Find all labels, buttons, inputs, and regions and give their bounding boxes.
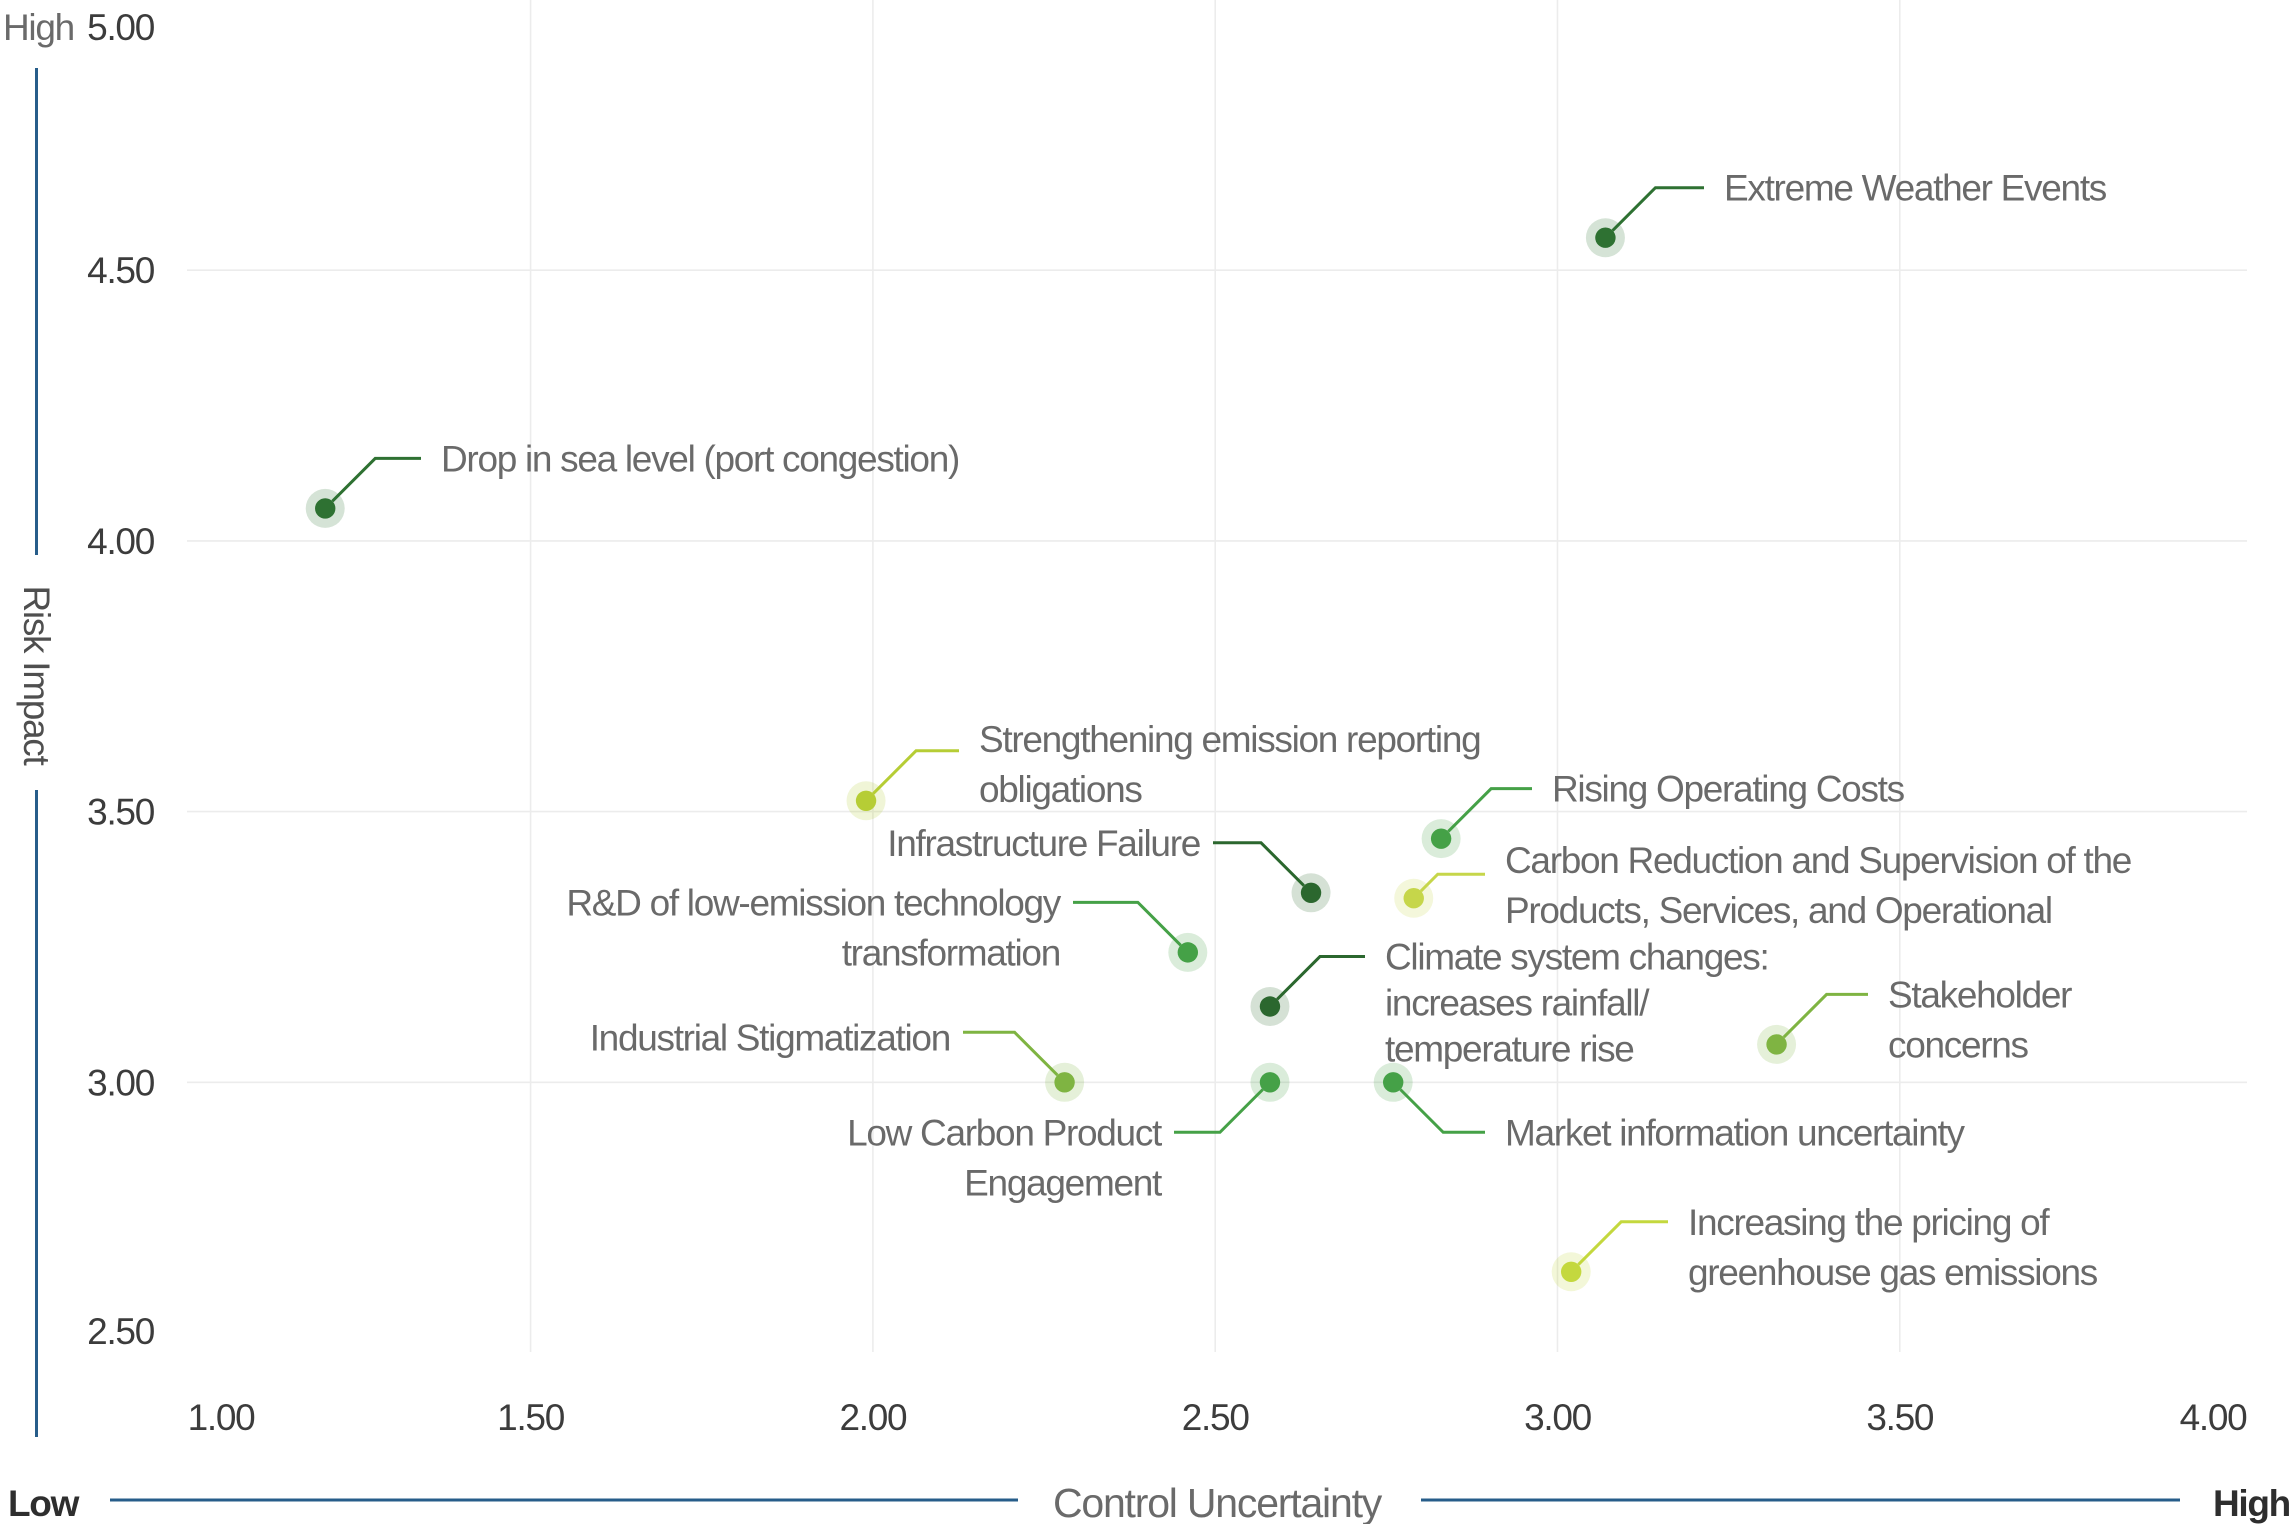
point-label-line: Market information uncertainty xyxy=(1505,1112,1965,1153)
axes: High Risk Impact Low Control Uncertainty… xyxy=(3,7,2290,1524)
x-tick-label: 2.50 xyxy=(1182,1397,1250,1438)
scatter-point[interactable] xyxy=(1595,227,1616,248)
leader-line xyxy=(1611,186,1704,232)
y-tick-label: 4.00 xyxy=(87,521,155,562)
data-point-group: Strengthening emission reporting obligati… xyxy=(846,719,1482,821)
y-tick-label: 3.00 xyxy=(87,1062,155,1103)
data-point-group: Climate system changes: increases rainfal… xyxy=(1250,937,1770,1070)
x-axis-low-label: Low xyxy=(8,1483,80,1524)
data-point-group: Extreme Weather Events xyxy=(1585,168,2108,258)
tick-labels: 1.00 1.50 2.00 2.50 3.00 3.50 4.00 2.50 3.00 3.50… xyxy=(87,7,2248,1438)
x-tick-label: 3.00 xyxy=(1524,1397,1592,1438)
y-axis-title: Risk Impact xyxy=(16,586,57,767)
data-point-group: Industrial Stigmatization xyxy=(590,1017,1085,1102)
leader-line xyxy=(331,456,421,503)
scatter-point[interactable] xyxy=(1382,1072,1404,1093)
point-label-line: Rising Operating Costs xyxy=(1552,769,1905,810)
data-points: Extreme Weather Events Drop in sea level … xyxy=(305,168,2132,1293)
leader-line xyxy=(1399,1088,1485,1134)
data-point-group: Infrastructure Failure xyxy=(887,823,1331,913)
point-label-line: Strengthening emission reporting xyxy=(979,719,1480,760)
leader-line xyxy=(1174,1088,1264,1134)
scatter-point[interactable] xyxy=(315,498,336,519)
data-point-group: R&D of low-emission technology transforma… xyxy=(566,882,1208,973)
leader-line xyxy=(1577,1220,1668,1266)
point-label-line: increases rainfall/ xyxy=(1385,983,1650,1024)
x-tick-label: 4.00 xyxy=(2180,1397,2248,1438)
x-axis-high-label: High xyxy=(2213,1483,2290,1524)
data-point-group: Drop in sea level (port congestion) xyxy=(305,438,960,528)
scatter-point[interactable] xyxy=(1560,1261,1582,1282)
point-label-line: Engagement xyxy=(964,1162,1163,1203)
scatter-point[interactable] xyxy=(1766,1034,1787,1055)
point-label-line: Products, Services, and Operational xyxy=(1505,890,2052,931)
scatter-point[interactable] xyxy=(1259,996,1281,1017)
data-point-group: Market information uncertainty xyxy=(1373,1062,1967,1153)
scatter-point[interactable] xyxy=(1177,942,1199,963)
scatter-point[interactable] xyxy=(1430,828,1452,849)
point-label-line: Industrial Stigmatization xyxy=(590,1017,950,1058)
y-tick-label: 3.50 xyxy=(87,792,155,833)
point-label-line: obligations xyxy=(979,769,1142,810)
data-point-group: Low Carbon Product Engagement xyxy=(847,1062,1290,1203)
scatter-point[interactable] xyxy=(1403,888,1424,909)
y-tick-label: 2.50 xyxy=(87,1311,155,1352)
scatter-point[interactable] xyxy=(1054,1072,1075,1093)
scatter-point[interactable] xyxy=(1259,1072,1281,1093)
scatter-point[interactable] xyxy=(1300,882,1322,904)
point-label-line: Extreme Weather Events xyxy=(1724,168,2107,209)
y-axis-high-label: High xyxy=(3,7,74,48)
leader-line xyxy=(963,1030,1059,1077)
leader-line xyxy=(872,749,959,795)
data-point-group: Rising Operating Costs xyxy=(1421,769,1906,859)
leader-line xyxy=(1447,787,1532,833)
point-label-line: Stakeholder xyxy=(1888,974,2072,1015)
point-label-line: Increasing the pricing of xyxy=(1688,1202,2050,1243)
point-label-line: temperature rise xyxy=(1385,1029,1634,1070)
leader-line xyxy=(1276,955,1365,1001)
data-point-group: Carbon Reduction and Supervision of the P… xyxy=(1394,840,2132,931)
point-label-line: concerns xyxy=(1888,1024,2029,1065)
leader-line xyxy=(1213,841,1305,887)
point-label-line: Carbon Reduction and Supervision of the xyxy=(1505,840,2131,881)
point-label-line: Drop in sea level (port congestion) xyxy=(441,438,959,479)
x-tick-label: 2.00 xyxy=(839,1397,907,1438)
point-label-line: transformation xyxy=(842,932,1060,973)
x-tick-label: 1.00 xyxy=(188,1397,256,1438)
x-tick-label: 3.50 xyxy=(1866,1397,1934,1438)
y-tick-label: 4.50 xyxy=(87,250,155,291)
data-point-group: Increasing the pricing of greenhouse gas … xyxy=(1551,1202,2099,1293)
point-label-line: greenhouse gas emissions xyxy=(1688,1252,2098,1293)
point-label-line: R&D of low-emission technology xyxy=(566,882,1061,923)
data-point-group: Stakeholder concerns xyxy=(1757,974,2073,1065)
leader-line xyxy=(1782,992,1868,1039)
y-tick-label: 5.00 xyxy=(87,7,155,48)
point-label-line: Low Carbon Product xyxy=(847,1112,1163,1153)
gridlines xyxy=(187,0,2247,1352)
leader-line xyxy=(1073,900,1182,947)
leader-line xyxy=(1419,872,1485,893)
scatter-point[interactable] xyxy=(855,790,877,811)
point-label-line: Climate system changes: xyxy=(1385,937,1768,978)
x-axis-title: Control Uncertainty xyxy=(1053,1480,1383,1524)
point-label-line: Infrastructure Failure xyxy=(887,823,1200,864)
x-tick-label: 1.50 xyxy=(497,1397,565,1438)
